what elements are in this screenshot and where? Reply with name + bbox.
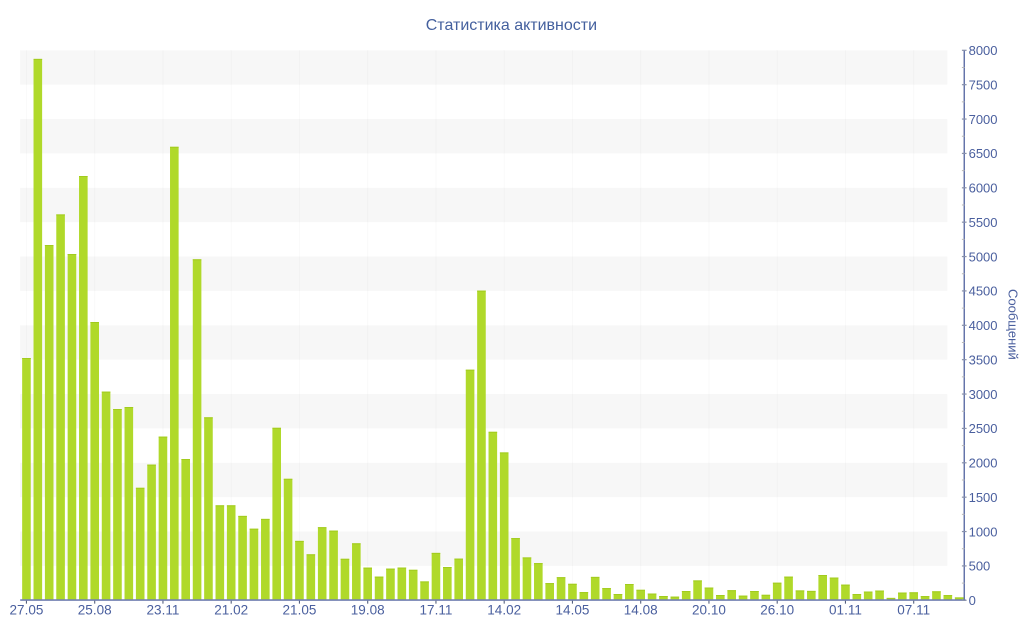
svg-text:23.11: 23.11 xyxy=(147,603,180,618)
svg-text:6500: 6500 xyxy=(969,146,998,161)
svg-text:14.05: 14.05 xyxy=(556,603,590,618)
svg-text:0: 0 xyxy=(969,593,976,608)
svg-text:25.08: 25.08 xyxy=(78,603,112,618)
svg-text:4500: 4500 xyxy=(969,284,998,299)
svg-text:14.02: 14.02 xyxy=(487,603,521,618)
svg-text:19.08: 19.08 xyxy=(351,603,385,618)
svg-text:07.11: 07.11 xyxy=(897,603,930,618)
svg-text:21.02: 21.02 xyxy=(214,603,248,618)
svg-text:21.05: 21.05 xyxy=(283,603,317,618)
svg-text:27.05: 27.05 xyxy=(10,603,44,618)
svg-text:14.08: 14.08 xyxy=(624,603,658,618)
svg-text:500: 500 xyxy=(969,559,991,574)
svg-text:3000: 3000 xyxy=(969,387,998,402)
svg-text:20.10: 20.10 xyxy=(692,603,726,618)
svg-text:Статистика активности: Статистика активности xyxy=(426,17,597,34)
svg-text:7000: 7000 xyxy=(969,112,998,127)
svg-text:17.11: 17.11 xyxy=(420,603,453,618)
svg-text:4000: 4000 xyxy=(969,318,998,333)
svg-text:1500: 1500 xyxy=(969,490,998,505)
svg-text:5000: 5000 xyxy=(969,249,998,264)
svg-text:5500: 5500 xyxy=(969,215,998,230)
svg-text:2500: 2500 xyxy=(969,421,998,436)
svg-text:2000: 2000 xyxy=(969,456,998,471)
svg-text:Сообщений: Сообщений xyxy=(1006,289,1021,360)
svg-text:01.11: 01.11 xyxy=(829,603,862,618)
svg-text:26.10: 26.10 xyxy=(760,603,794,618)
svg-text:6000: 6000 xyxy=(969,181,998,196)
svg-text:1000: 1000 xyxy=(969,524,998,539)
svg-text:7500: 7500 xyxy=(969,77,998,92)
svg-text:8000: 8000 xyxy=(969,43,998,58)
svg-text:3500: 3500 xyxy=(969,352,998,367)
